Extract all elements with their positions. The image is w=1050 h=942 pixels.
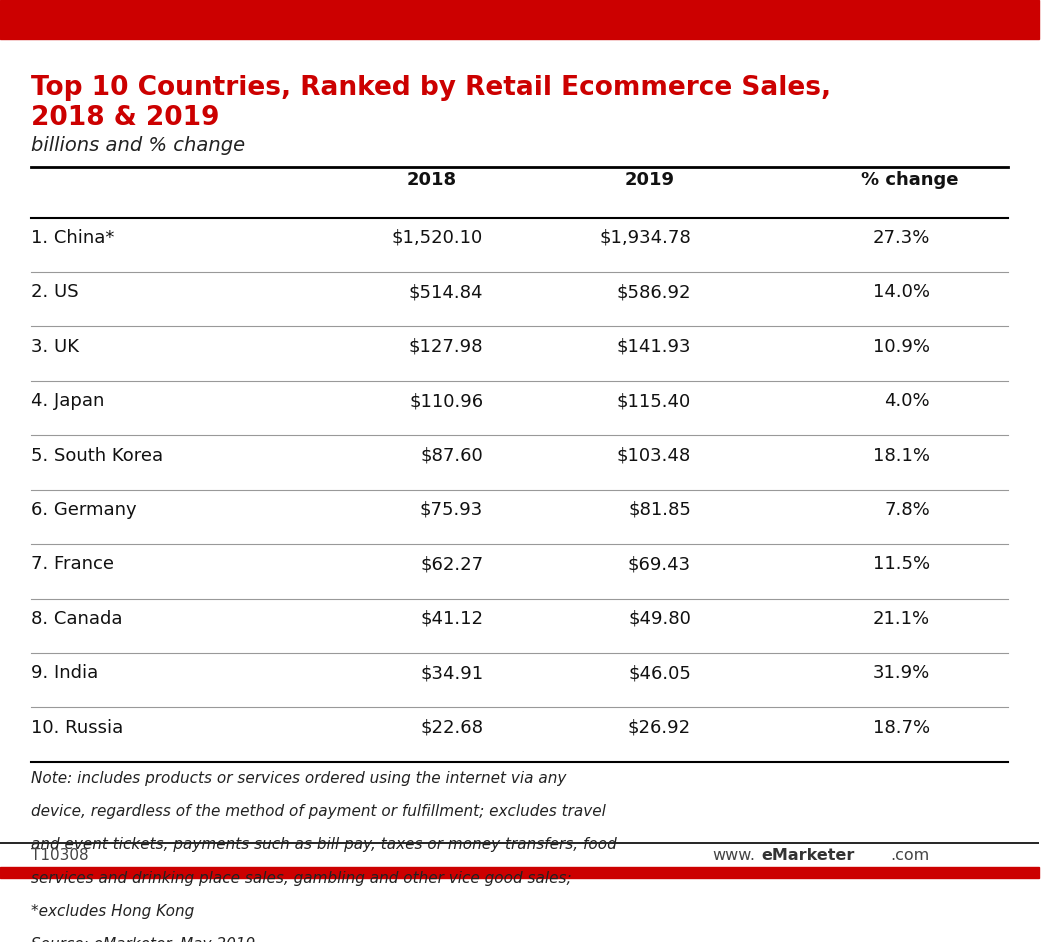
Text: $586.92: $586.92 bbox=[616, 284, 691, 301]
Text: % change: % change bbox=[861, 171, 958, 189]
Text: $49.80: $49.80 bbox=[628, 609, 691, 627]
Text: $62.27: $62.27 bbox=[420, 556, 483, 574]
Text: 8. Canada: 8. Canada bbox=[32, 609, 123, 627]
Text: 7.8%: 7.8% bbox=[884, 501, 930, 519]
Text: 5. South Korea: 5. South Korea bbox=[32, 447, 164, 464]
Text: $127.98: $127.98 bbox=[408, 337, 483, 356]
Text: 2019: 2019 bbox=[625, 171, 674, 189]
Text: 2018: 2018 bbox=[406, 171, 457, 189]
Text: $75.93: $75.93 bbox=[420, 501, 483, 519]
Text: $115.40: $115.40 bbox=[616, 392, 691, 410]
Text: 27.3%: 27.3% bbox=[873, 229, 930, 247]
Text: device, regardless of the method of payment or fulfillment; excludes travel: device, regardless of the method of paym… bbox=[32, 804, 606, 819]
Text: $69.43: $69.43 bbox=[628, 556, 691, 574]
Text: services and drinking place sales, gambling and other vice good sales;: services and drinking place sales, gambl… bbox=[32, 870, 572, 885]
Text: 2018 & 2019: 2018 & 2019 bbox=[32, 106, 219, 131]
Text: and event tickets, payments such as bill pay, taxes or money transfers, food: and event tickets, payments such as bill… bbox=[32, 837, 617, 853]
Text: Note: includes products or services ordered using the internet via any: Note: includes products or services orde… bbox=[32, 771, 567, 786]
Text: 2. US: 2. US bbox=[32, 284, 79, 301]
Text: $26.92: $26.92 bbox=[628, 719, 691, 737]
Text: .com: .com bbox=[890, 848, 930, 863]
Text: $1,520.10: $1,520.10 bbox=[392, 229, 483, 247]
Text: www.: www. bbox=[712, 848, 755, 863]
Bar bbox=[0, 0, 1040, 40]
Text: $514.84: $514.84 bbox=[408, 284, 483, 301]
Text: 10. Russia: 10. Russia bbox=[32, 719, 124, 737]
Text: $41.12: $41.12 bbox=[420, 609, 483, 627]
Text: 10.9%: 10.9% bbox=[874, 337, 930, 356]
Text: 18.7%: 18.7% bbox=[873, 719, 930, 737]
Text: 6. Germany: 6. Germany bbox=[32, 501, 136, 519]
Text: eMarketer: eMarketer bbox=[761, 848, 855, 863]
Text: $81.85: $81.85 bbox=[628, 501, 691, 519]
Text: *excludes Hong Kong: *excludes Hong Kong bbox=[32, 904, 194, 919]
Text: $110.96: $110.96 bbox=[410, 392, 483, 410]
Text: 9. India: 9. India bbox=[32, 664, 99, 682]
Text: $34.91: $34.91 bbox=[420, 664, 483, 682]
Text: $22.68: $22.68 bbox=[420, 719, 483, 737]
Text: 1. China*: 1. China* bbox=[32, 229, 114, 247]
Text: 7. France: 7. France bbox=[32, 556, 114, 574]
Text: billions and % change: billions and % change bbox=[32, 136, 246, 155]
Text: 3. UK: 3. UK bbox=[32, 337, 79, 356]
Text: 21.1%: 21.1% bbox=[873, 609, 930, 627]
Text: 14.0%: 14.0% bbox=[874, 284, 930, 301]
Text: 18.1%: 18.1% bbox=[874, 447, 930, 464]
Text: 31.9%: 31.9% bbox=[873, 664, 930, 682]
Text: $87.60: $87.60 bbox=[420, 447, 483, 464]
Text: $103.48: $103.48 bbox=[616, 447, 691, 464]
Text: $46.05: $46.05 bbox=[628, 664, 691, 682]
Text: 11.5%: 11.5% bbox=[873, 556, 930, 574]
Text: $141.93: $141.93 bbox=[616, 337, 691, 356]
Text: 4.0%: 4.0% bbox=[884, 392, 930, 410]
Bar bbox=[0, 868, 1040, 878]
Text: $1,934.78: $1,934.78 bbox=[600, 229, 691, 247]
Text: 4. Japan: 4. Japan bbox=[32, 392, 105, 410]
Text: Top 10 Countries, Ranked by Retail Ecommerce Sales,: Top 10 Countries, Ranked by Retail Ecomm… bbox=[32, 74, 832, 101]
Text: Source: eMarketer, May 2019: Source: eMarketer, May 2019 bbox=[32, 937, 255, 942]
Text: T10308: T10308 bbox=[32, 848, 89, 863]
